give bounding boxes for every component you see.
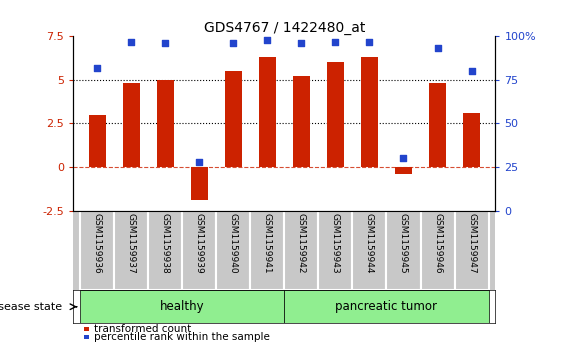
FancyBboxPatch shape xyxy=(251,211,284,290)
Point xyxy=(467,68,476,74)
Point xyxy=(331,38,340,44)
Point xyxy=(297,40,306,46)
FancyBboxPatch shape xyxy=(284,211,318,290)
FancyBboxPatch shape xyxy=(318,211,352,290)
FancyBboxPatch shape xyxy=(421,211,454,290)
Point xyxy=(92,65,101,70)
Point xyxy=(229,40,238,46)
Bar xyxy=(284,290,489,323)
Text: GSM1159946: GSM1159946 xyxy=(433,213,442,274)
Text: GSM1159941: GSM1159941 xyxy=(263,213,272,274)
Text: GSM1159947: GSM1159947 xyxy=(467,213,476,274)
Text: GSM1159942: GSM1159942 xyxy=(297,213,306,273)
FancyBboxPatch shape xyxy=(182,211,216,290)
Bar xyxy=(259,57,276,167)
Text: healthy: healthy xyxy=(160,300,204,313)
Text: GSM1159944: GSM1159944 xyxy=(365,213,374,273)
Point xyxy=(399,155,408,161)
Text: GSM1159936: GSM1159936 xyxy=(92,213,101,274)
Title: GDS4767 / 1422480_at: GDS4767 / 1422480_at xyxy=(204,21,365,35)
Text: GSM1159937: GSM1159937 xyxy=(127,213,136,274)
Bar xyxy=(463,113,480,167)
Text: pancreatic tumor: pancreatic tumor xyxy=(336,300,437,313)
FancyBboxPatch shape xyxy=(148,211,182,290)
Bar xyxy=(88,115,105,167)
Point xyxy=(160,40,169,46)
Text: GSM1159938: GSM1159938 xyxy=(160,213,169,274)
Bar xyxy=(395,167,412,174)
Text: GSM1159945: GSM1159945 xyxy=(399,213,408,274)
Bar xyxy=(429,83,446,167)
Text: GSM1159943: GSM1159943 xyxy=(331,213,340,274)
FancyBboxPatch shape xyxy=(80,211,114,290)
FancyBboxPatch shape xyxy=(454,211,489,290)
FancyBboxPatch shape xyxy=(386,211,421,290)
Text: GSM1159940: GSM1159940 xyxy=(229,213,238,274)
FancyBboxPatch shape xyxy=(216,211,251,290)
FancyBboxPatch shape xyxy=(114,211,148,290)
FancyBboxPatch shape xyxy=(352,211,386,290)
Bar xyxy=(80,290,284,323)
Point xyxy=(127,38,136,44)
Text: percentile rank within the sample: percentile rank within the sample xyxy=(95,332,270,342)
Bar xyxy=(361,57,378,167)
Point xyxy=(433,46,442,52)
Point xyxy=(195,159,204,165)
Text: disease state: disease state xyxy=(0,302,62,312)
Text: transformed count: transformed count xyxy=(95,324,191,334)
Text: GSM1159939: GSM1159939 xyxy=(195,213,204,274)
Bar xyxy=(157,80,173,167)
Bar xyxy=(327,62,344,167)
Bar xyxy=(225,71,242,167)
Bar xyxy=(123,83,140,167)
Point xyxy=(263,37,272,43)
Bar xyxy=(191,167,208,200)
Bar xyxy=(293,76,310,167)
Point xyxy=(365,38,374,44)
